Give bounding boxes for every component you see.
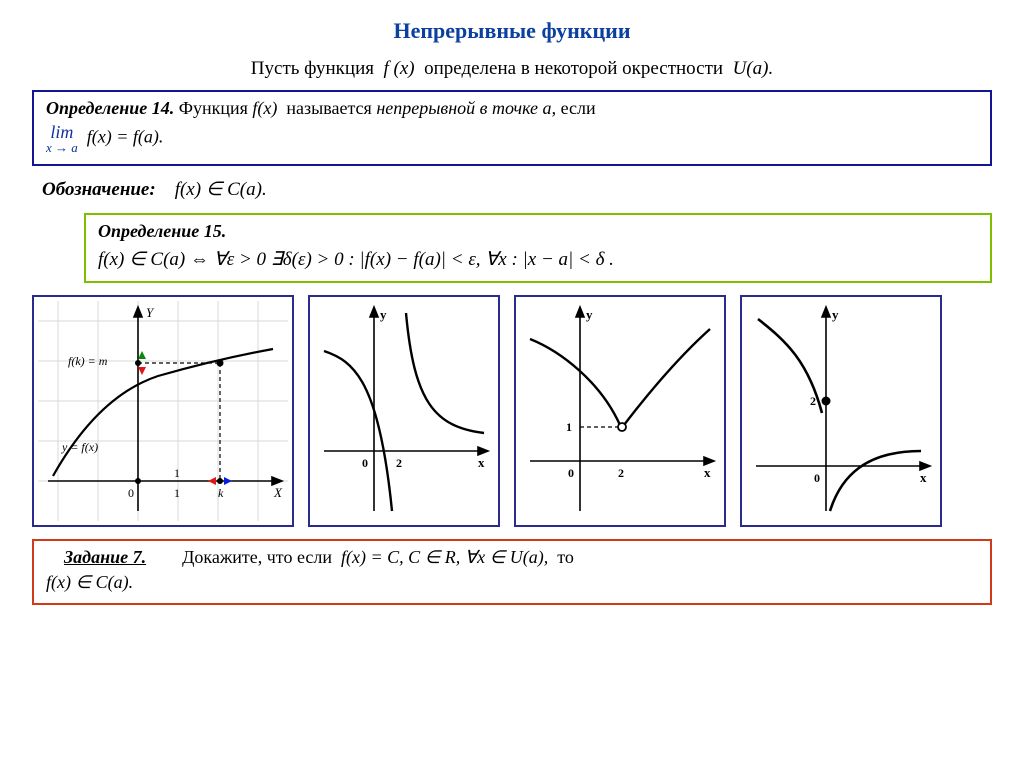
def14-line1: Определение 14. Функция f(x) называется … <box>46 98 978 119</box>
notation-line: Обозначение: f(x) ∈ C(a). <box>42 178 1000 201</box>
definition-14-box: Определение 14. Функция f(x) называется … <box>32 90 992 166</box>
page-title: Непрерывные функции <box>24 18 1000 44</box>
def14-fx: f(x) <box>252 98 277 118</box>
def15-label: Определение 15. <box>98 221 226 241</box>
g3-x: x <box>704 465 711 480</box>
g1-one: 1 <box>174 486 180 500</box>
definition-15-box: Определение 15. f(x) ∈ C(a) ⇔ ∀ε > 0 ∃δ(… <box>84 213 992 283</box>
intro-mid: определена в некоторой окрестности <box>424 58 723 79</box>
def15-label-row: Определение 15. <box>98 221 978 242</box>
graph-4: 2 y x 0 <box>740 295 942 527</box>
intro-ua: U(a). <box>733 58 774 79</box>
graphs-row: Y X 0 1 1 k f(k) = m y = f(x) y x 0 <box>32 295 992 527</box>
g1-X: X <box>273 485 283 500</box>
task7-expr1: f(x) = C, C ∈ R, ∀x ∈ U(a), <box>341 547 548 567</box>
def15-expr: f(x) ∈ C(a) ⇔ ∀ε > 0 ∃δ(ε) > 0 : |f(x) −… <box>98 248 978 271</box>
task7-label: Задание 7. <box>64 547 146 567</box>
def14-eq: f(x) = f(a). <box>87 127 164 147</box>
g1-zero: 0 <box>128 486 134 500</box>
intro-prefix: Пусть функция <box>251 58 374 79</box>
g1-fk: f(k) = m <box>68 354 108 368</box>
graph-1: Y X 0 1 1 k f(k) = m y = f(x) <box>32 295 294 527</box>
task7-t2: то <box>557 547 574 567</box>
g3-y: y <box>586 307 593 322</box>
g3-two: 2 <box>618 466 624 480</box>
def14-t1: Функция <box>179 98 248 118</box>
g2-two: 2 <box>396 456 402 470</box>
graph-2: y x 0 2 <box>308 295 500 527</box>
intro-fx: f (x) <box>383 58 414 79</box>
g2-x: x <box>478 455 485 470</box>
graph-3: 1 y x 0 2 <box>514 295 726 527</box>
title-text: Непрерывные функции <box>393 18 630 43</box>
g1-yfx: y = f(x) <box>61 440 98 454</box>
g2-y: y <box>380 307 387 322</box>
def14-t3: непрерывной в точке a <box>376 98 551 118</box>
lim-sym: lim <box>50 122 73 142</box>
def14-label: Определение 14. <box>46 98 174 118</box>
notation-expr: f(x) ∈ C(a). <box>175 179 267 200</box>
g4-zero: 0 <box>814 471 820 485</box>
task7-line: Задание 7. Докажите, что если f(x) = C, … <box>46 547 574 567</box>
g1-one-y: 1 <box>174 466 180 480</box>
def14-t2: называется <box>286 98 371 118</box>
g1-Y: Y <box>146 305 155 320</box>
lim-block: lim x → a <box>46 123 78 154</box>
g1-k: k <box>218 486 224 500</box>
g3-one: 1 <box>566 420 572 434</box>
intro-line: Пусть функция f (x) определена в некотор… <box>24 58 1000 80</box>
g3-zero: 0 <box>568 466 574 480</box>
notation-label: Обозначение: <box>42 179 156 200</box>
task7-expr2: f(x) ∈ C(a). <box>46 572 978 593</box>
g4-y: y <box>832 307 839 322</box>
g2-zero: 0 <box>362 456 368 470</box>
def14-limit: lim x → a f(x) = f(a). <box>46 123 978 154</box>
g4-x: x <box>920 470 927 485</box>
task-7-box: Задание 7. Докажите, что если f(x) = C, … <box>32 539 992 605</box>
def14-t4: , если <box>552 98 596 118</box>
g4-two: 2 <box>810 394 816 408</box>
task7-t1: Докажите, что если <box>182 547 332 567</box>
lim-sub: x → a <box>46 141 78 154</box>
